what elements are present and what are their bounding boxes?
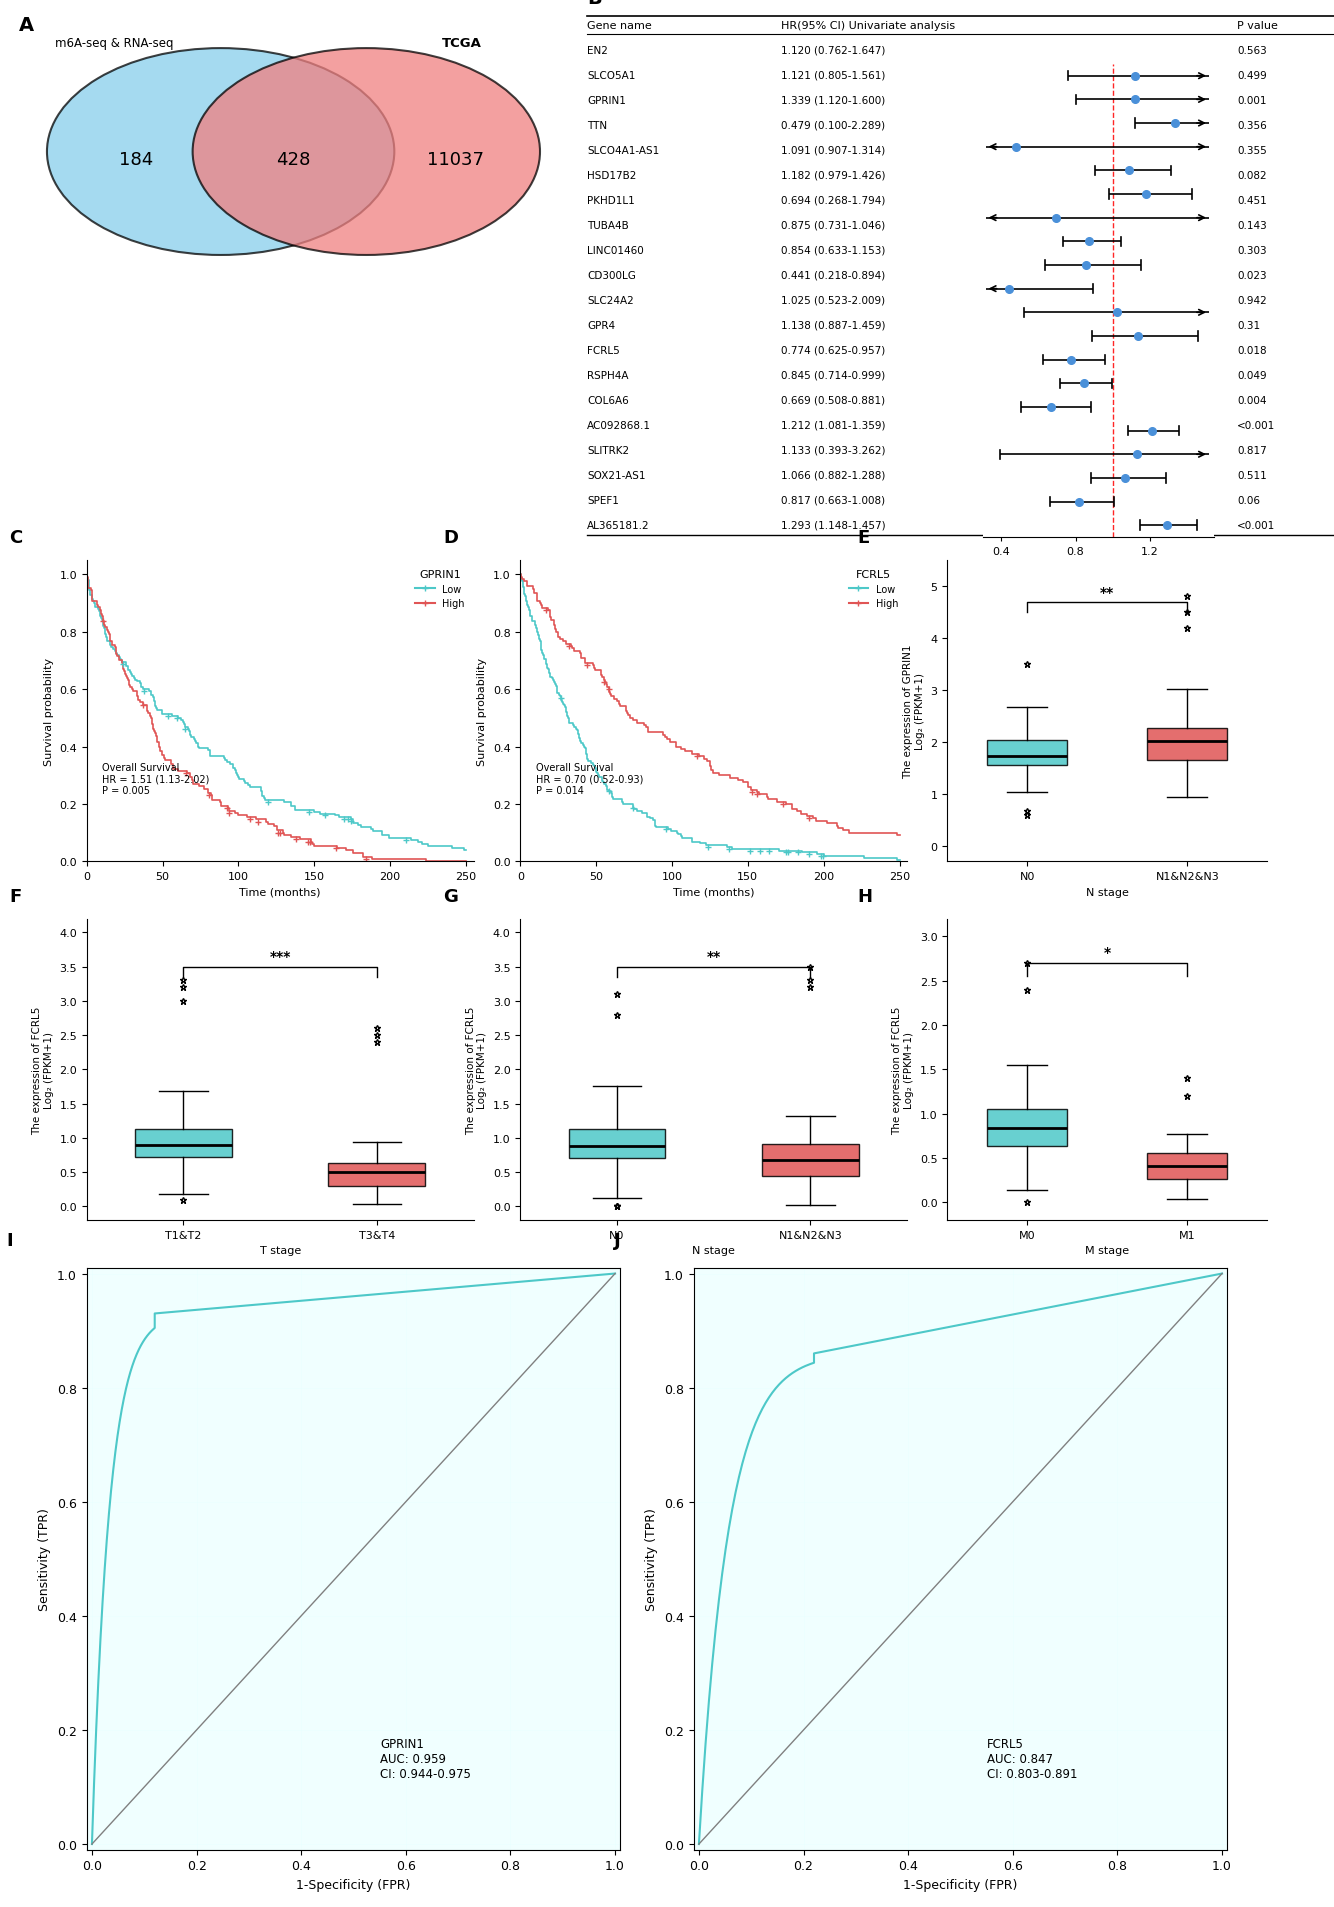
Text: FCRL5: FCRL5: [587, 345, 620, 355]
PathPatch shape: [987, 740, 1067, 765]
Text: COL6A6: COL6A6: [587, 395, 628, 406]
Text: AC092868.1: AC092868.1: [587, 420, 651, 431]
Text: J: J: [614, 1230, 620, 1249]
Text: <0.001: <0.001: [1237, 420, 1275, 431]
Text: HR(95% CI) Univariate analysis: HR(95% CI) Univariate analysis: [782, 21, 955, 31]
Text: Gene name: Gene name: [587, 21, 652, 31]
Text: 0.499: 0.499: [1237, 71, 1267, 80]
Text: 1.339 (1.120-1.600): 1.339 (1.120-1.600): [782, 95, 886, 105]
Text: 0.479 (0.100-2.289): 0.479 (0.100-2.289): [782, 120, 886, 132]
Text: 184: 184: [120, 151, 153, 170]
Text: 1.120 (0.762-1.647): 1.120 (0.762-1.647): [782, 46, 886, 55]
Ellipse shape: [192, 50, 540, 256]
Text: EN2: EN2: [587, 46, 608, 55]
Text: E: E: [858, 528, 870, 547]
Text: P value: P value: [1237, 21, 1278, 31]
X-axis label: N stage: N stage: [692, 1245, 735, 1255]
Text: 0.06: 0.06: [1237, 496, 1259, 505]
Text: A: A: [19, 15, 35, 34]
Text: 1.212 (1.081-1.359): 1.212 (1.081-1.359): [782, 420, 886, 431]
Text: 0.355: 0.355: [1237, 145, 1267, 156]
PathPatch shape: [1147, 728, 1227, 761]
Text: ***: ***: [269, 950, 291, 963]
Text: 0.854 (0.633-1.153): 0.854 (0.633-1.153): [782, 246, 886, 256]
Text: 0.451: 0.451: [1237, 196, 1267, 206]
X-axis label: 1-Specificity (FPR): 1-Specificity (FPR): [296, 1878, 411, 1892]
Text: *: *: [1103, 946, 1111, 959]
Text: 0.31: 0.31: [1237, 320, 1261, 330]
Text: F: F: [9, 887, 21, 906]
Text: 0.018: 0.018: [1237, 345, 1266, 355]
Text: Overall Survival
HR = 0.70 (0.52-0.93)
P = 0.014: Overall Survival HR = 0.70 (0.52-0.93) P…: [536, 763, 643, 795]
PathPatch shape: [987, 1110, 1067, 1146]
Y-axis label: Survival probability: Survival probability: [44, 658, 53, 765]
Y-axis label: The expression of FCRL5
Log₂ (FPKM+1): The expression of FCRL5 Log₂ (FPKM+1): [466, 1005, 487, 1135]
Text: 0.942: 0.942: [1237, 296, 1267, 305]
Text: AL365181.2: AL365181.2: [587, 521, 650, 530]
PathPatch shape: [135, 1129, 232, 1158]
Y-axis label: Sensitivity (TPR): Sensitivity (TPR): [39, 1508, 52, 1610]
Text: 0.774 (0.625-0.957): 0.774 (0.625-0.957): [782, 345, 886, 355]
Text: 1.182 (0.979-1.426): 1.182 (0.979-1.426): [782, 170, 886, 181]
Text: RSPH4A: RSPH4A: [587, 370, 628, 381]
Ellipse shape: [47, 50, 395, 256]
Y-axis label: The expression of GPRIN1
Log₂ (FPKM+1): The expression of GPRIN1 Log₂ (FPKM+1): [903, 645, 924, 778]
Text: LINC01460: LINC01460: [587, 246, 644, 256]
Text: GPRIN1: GPRIN1: [587, 95, 626, 105]
Text: 0.669 (0.508-0.881): 0.669 (0.508-0.881): [782, 395, 886, 406]
Text: I: I: [7, 1230, 13, 1249]
Text: 0.511: 0.511: [1237, 471, 1267, 481]
Y-axis label: The expression of FCRL5
Log₂ (FPKM+1): The expression of FCRL5 Log₂ (FPKM+1): [892, 1005, 914, 1135]
Text: 1.066 (0.882-1.288): 1.066 (0.882-1.288): [782, 471, 886, 481]
Text: CD300LG: CD300LG: [587, 271, 636, 280]
Y-axis label: The expression of FCRL5
Log₂ (FPKM+1): The expression of FCRL5 Log₂ (FPKM+1): [32, 1005, 53, 1135]
X-axis label: 1-Specificity (FPR): 1-Specificity (FPR): [903, 1878, 1018, 1892]
Text: <0.001: <0.001: [1237, 521, 1275, 530]
Text: SPEF1: SPEF1: [587, 496, 619, 505]
Text: 0.817 (0.663-1.008): 0.817 (0.663-1.008): [782, 496, 886, 505]
PathPatch shape: [328, 1163, 426, 1186]
Text: 0.049: 0.049: [1237, 370, 1266, 381]
Text: 1.091 (0.907-1.314): 1.091 (0.907-1.314): [782, 145, 886, 156]
Text: PKHD1L1: PKHD1L1: [587, 196, 635, 206]
Y-axis label: Sensitivity (TPR): Sensitivity (TPR): [646, 1508, 659, 1610]
Y-axis label: Survival probability: Survival probability: [478, 658, 487, 765]
Text: H: H: [858, 887, 872, 906]
Text: **: **: [707, 950, 720, 963]
Text: GPR4: GPR4: [587, 320, 615, 330]
Text: TCGA: TCGA: [442, 36, 482, 50]
Text: 0.004: 0.004: [1237, 395, 1266, 406]
PathPatch shape: [568, 1129, 666, 1159]
Legend: Low, High: Low, High: [844, 566, 902, 612]
Text: SLCO5A1: SLCO5A1: [587, 71, 635, 80]
Text: HSD17B2: HSD17B2: [587, 170, 636, 181]
Text: 0.563: 0.563: [1237, 46, 1267, 55]
Text: 0.875 (0.731-1.046): 0.875 (0.731-1.046): [782, 221, 886, 231]
Text: 11037: 11037: [427, 151, 484, 170]
Text: C: C: [9, 528, 23, 547]
Text: 0.082: 0.082: [1237, 170, 1266, 181]
X-axis label: Time (months): Time (months): [672, 887, 755, 896]
X-axis label: T stage: T stage: [260, 1245, 300, 1255]
Text: 1.025 (0.523-2.009): 1.025 (0.523-2.009): [782, 296, 886, 305]
Text: SOX21-AS1: SOX21-AS1: [587, 471, 646, 481]
X-axis label: Time (months): Time (months): [239, 887, 321, 896]
Text: SLC24A2: SLC24A2: [587, 296, 634, 305]
Text: B: B: [587, 0, 602, 8]
Text: 0.001: 0.001: [1237, 95, 1266, 105]
Text: 0.023: 0.023: [1237, 271, 1266, 280]
Text: 1.133 (0.393-3.262): 1.133 (0.393-3.262): [782, 446, 886, 456]
X-axis label: M stage: M stage: [1085, 1245, 1130, 1255]
Text: TUBA4B: TUBA4B: [587, 221, 628, 231]
Text: 1.293 (1.148-1.457): 1.293 (1.148-1.457): [782, 521, 886, 530]
Legend: Low, High: Low, High: [411, 566, 468, 612]
Text: 0.694 (0.268-1.794): 0.694 (0.268-1.794): [782, 196, 886, 206]
Text: 1.138 (0.887-1.459): 1.138 (0.887-1.459): [782, 320, 886, 330]
Text: GPRIN1
AUC: 0.959
CI: 0.944-0.975: GPRIN1 AUC: 0.959 CI: 0.944-0.975: [380, 1737, 471, 1779]
Text: Overall Survival
HR = 1.51 (1.13-2.02)
P = 0.005: Overall Survival HR = 1.51 (1.13-2.02) P…: [103, 763, 209, 795]
Text: 0.845 (0.714-0.999): 0.845 (0.714-0.999): [782, 370, 886, 381]
PathPatch shape: [1147, 1154, 1227, 1179]
Text: SLCO4A1-AS1: SLCO4A1-AS1: [587, 145, 659, 156]
Text: G: G: [443, 887, 458, 906]
Text: 0.817: 0.817: [1237, 446, 1267, 456]
